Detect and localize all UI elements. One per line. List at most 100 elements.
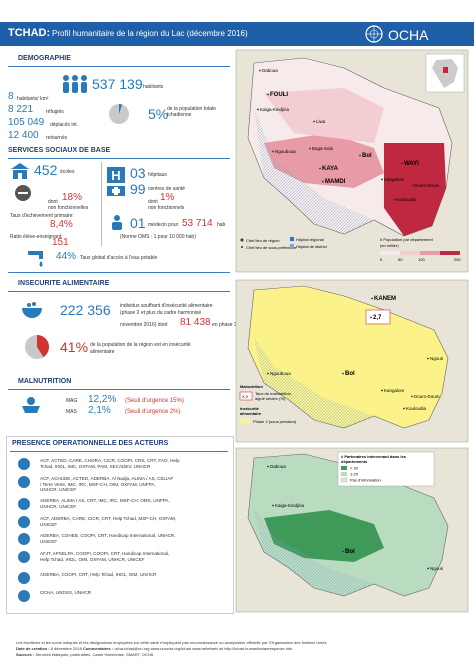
share-text: tchadienne: [167, 112, 192, 118]
map-label: Daboua: [262, 68, 278, 73]
town-dot: [309, 147, 311, 150]
map-label: Kaiga-Kindjiria: [275, 503, 305, 508]
town-dot: [342, 550, 344, 553]
food-text: individus souffrant d'insécurité aliment…: [120, 303, 213, 309]
date: 8 décembre 2016: [50, 646, 82, 651]
town-dot: [267, 465, 269, 468]
health-icon: [107, 186, 125, 196]
map-label: KANEM: [374, 296, 396, 302]
town-dot: [272, 504, 274, 507]
cluster-icon: [18, 458, 30, 470]
actor-list: ADERBA, ALIMA / AS, CRT, IMC, IRC, MSF-C…: [40, 498, 170, 503]
actor-list: OCHA, UNDSS, UNHCR: [40, 590, 92, 595]
map-label: Doum-Doum: [414, 394, 440, 399]
map-malnutrition: Malnutrition X,X Taux de malnutrition ai…: [235, 279, 469, 443]
column-divider: [101, 162, 102, 246]
town-dot: [371, 297, 373, 300]
town-dot: [267, 93, 269, 96]
town-dot: [259, 69, 261, 72]
legend-label: # Partenaires intervenant dans les: [341, 454, 407, 459]
food-share: 41%: [60, 339, 89, 355]
legend-label: Chef lieu de région: [246, 238, 280, 243]
completion: 8,4%: [50, 219, 73, 230]
phase3-label: en phase 3: [212, 322, 237, 328]
map-legend: Chef lieu de région Chef lieu de sous-pr…: [240, 237, 461, 262]
logo: OCHA: [388, 27, 429, 43]
legend-label: Taux de malnutrition: [255, 391, 291, 396]
food-pie: [25, 335, 49, 359]
country: TCHAD:: [8, 27, 51, 39]
actor-list: ADERBA, COOPI, CRT, Help Tchad, IHDL, OI…: [40, 572, 157, 577]
legend-label: alimentaire: [240, 411, 262, 416]
actor-list: AFJT, APSELPA, COOPI, COOPI, CRT, Handic…: [40, 551, 170, 556]
title: Profil humanitaire de la région du Lac (…: [52, 29, 248, 38]
returnees-label: retournés: [46, 135, 68, 141]
cluster-icon: [18, 590, 30, 602]
date-label: Date de création :: [16, 646, 50, 651]
section-heading: DEMOGRAPHIE: [18, 55, 71, 62]
centres-nf-label: non fonctionnels: [148, 205, 185, 211]
map-label: KAYA: [322, 166, 339, 172]
density-unit: habitants/ km²: [17, 96, 49, 102]
map-label: Kaiga-Kindjiria: [260, 107, 290, 112]
town-dot: [411, 395, 413, 398]
town-dot: [319, 167, 321, 170]
map-label: FOULI: [270, 92, 288, 98]
comments: ocha-tchad@un.org www.unocha.org/tchad w…: [114, 646, 293, 651]
population: 537 139: [92, 76, 143, 92]
map-label: Ngouri: [430, 566, 443, 571]
ratio: 151: [52, 237, 69, 248]
centres-label: centres de santé: [148, 186, 185, 192]
divider: [8, 389, 230, 390]
returnees: 12 400: [8, 130, 39, 141]
actor-list: ACF, ACTED, CARE, CHORA, CICR, COOPI, CR…: [40, 458, 180, 463]
actor-list: UNICEF: [40, 521, 58, 527]
mal-value: 2,1%: [88, 405, 111, 416]
hospitals: 03: [130, 165, 146, 181]
map-label: Ngouri: [430, 356, 443, 361]
map-label: Baga-Sola: [312, 146, 334, 151]
share: 5%: [148, 106, 169, 122]
legend-label: # Population par département: [380, 237, 434, 242]
actor-list: UNHCR, UNICEF: [40, 503, 77, 509]
mal-threshold: (Seuil d'urgence 2%): [125, 409, 181, 415]
norm: (Norme OMS : 1 pour 10 000 hab): [120, 234, 196, 240]
un-emblem: [365, 25, 383, 43]
svg-text:H: H: [111, 168, 120, 183]
map-partners: # Partenaires intervenant dans les dépar…: [235, 447, 469, 613]
legend-label: (en millier): [380, 243, 399, 248]
actor-list: ACF, ACHUDE, ACTED, ADERBA, Al Nadja, AL…: [40, 476, 174, 481]
completion-label: Taux d'achèvement primaire:: [10, 213, 74, 219]
divider: [8, 291, 230, 292]
mal-name: MAG: [66, 398, 78, 404]
town-dot: [272, 150, 274, 153]
doctors-label: médecin pour: [148, 222, 179, 228]
map-label: 2,7: [373, 315, 382, 321]
doctors-pop: 53 714: [182, 218, 213, 229]
town-dot: [359, 154, 361, 157]
cluster-icon: [18, 533, 30, 545]
town-dot: [257, 108, 259, 111]
legend-label: Hôpital régional: [296, 237, 324, 242]
scale-label: 0: [380, 257, 383, 262]
actor-list: Tchad, IHDL, IMC, OXFAM, PAM, SECADEV, U…: [40, 463, 151, 469]
map-label: Kouloudia: [406, 406, 427, 411]
map-labels: Daboua FOULI Kaiga-Kindjiria Liwa Ngouboua Ba…: [257, 68, 443, 571]
maps: Chef lieu de région Chef lieu de sous-pr…: [235, 49, 469, 613]
share-pie: [109, 104, 129, 124]
section-heading: INSECURITE ALIMENTAIRE: [18, 280, 110, 287]
town-dot: [267, 372, 269, 375]
food-text: novembre 2016) dont: [120, 322, 168, 328]
map-label: Kouloudia: [396, 197, 417, 202]
density: 8: [8, 91, 14, 102]
share-text: de la population totale: [167, 106, 216, 112]
cluster-icon: [18, 476, 30, 488]
mal-name: MAS: [66, 409, 77, 415]
divider: [10, 451, 228, 452]
map-label: Bol: [345, 371, 355, 377]
actor-list: Help Tchad, IHDL, OIM, OXFAM, UNHCR, UNI…: [40, 556, 145, 562]
legend-label: > 20: [350, 466, 359, 471]
comments-label: Commentaires :: [82, 646, 114, 651]
school-icon: [11, 163, 29, 179]
